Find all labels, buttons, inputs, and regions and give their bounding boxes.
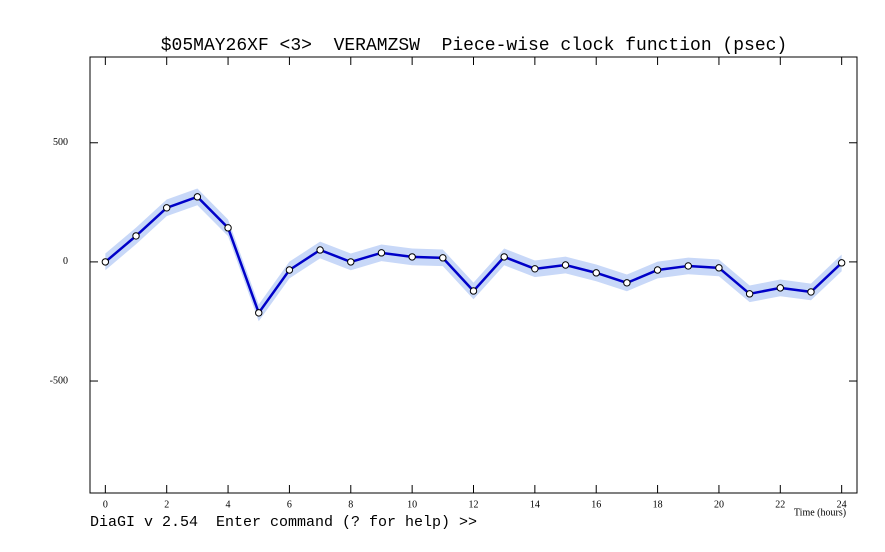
x-tick-label: 18	[653, 499, 663, 510]
data-point	[715, 264, 723, 272]
x-tick-label: 24	[837, 499, 847, 510]
chart-title: $05MAY26XF <3> VERAMZSW Piece-wise clock…	[161, 36, 788, 56]
x-tick-label: 22	[775, 499, 785, 510]
x-tick-label: 6	[287, 499, 292, 510]
data-point	[592, 269, 600, 277]
data-point	[224, 224, 232, 232]
data-point	[776, 284, 784, 292]
x-tick-label: 10	[407, 499, 417, 510]
error-band	[105, 188, 842, 322]
y-tick-label: 500	[53, 137, 68, 148]
x-tick-label: 14	[530, 499, 540, 510]
data-point	[316, 246, 324, 254]
y-tick-label: 0	[63, 256, 68, 267]
x-tick-label: 12	[469, 499, 479, 510]
data-point	[500, 253, 508, 261]
data-point	[193, 193, 202, 201]
data-point	[531, 265, 539, 273]
data-point	[653, 266, 662, 274]
data-point	[132, 232, 140, 240]
y-tick-label: -500	[50, 375, 68, 386]
x-tick-label: 20	[714, 499, 724, 510]
x-tick-label: 4	[226, 499, 231, 510]
x-tick-label: 16	[591, 499, 601, 510]
data-point	[439, 254, 447, 262]
data-point	[347, 258, 355, 266]
data-point	[408, 253, 416, 261]
x-tick-label: 2	[164, 499, 169, 510]
data-point	[163, 204, 171, 212]
x-tick-label: 0	[103, 499, 108, 510]
data-point	[745, 290, 754, 298]
data-point	[561, 261, 570, 269]
x-tick-label: 8	[348, 499, 353, 510]
x-axis-label: Time (hours)	[794, 507, 846, 518]
data-point	[255, 309, 263, 317]
data-point	[837, 259, 846, 267]
data-point	[285, 266, 294, 274]
data-point	[101, 258, 110, 266]
data-point	[469, 287, 478, 295]
data-point	[623, 279, 631, 287]
data-point	[684, 262, 692, 270]
data-point	[377, 249, 386, 257]
status-line: DiaGI v 2.54 Enter command (? for help) …	[90, 514, 477, 531]
data-point	[807, 288, 815, 296]
